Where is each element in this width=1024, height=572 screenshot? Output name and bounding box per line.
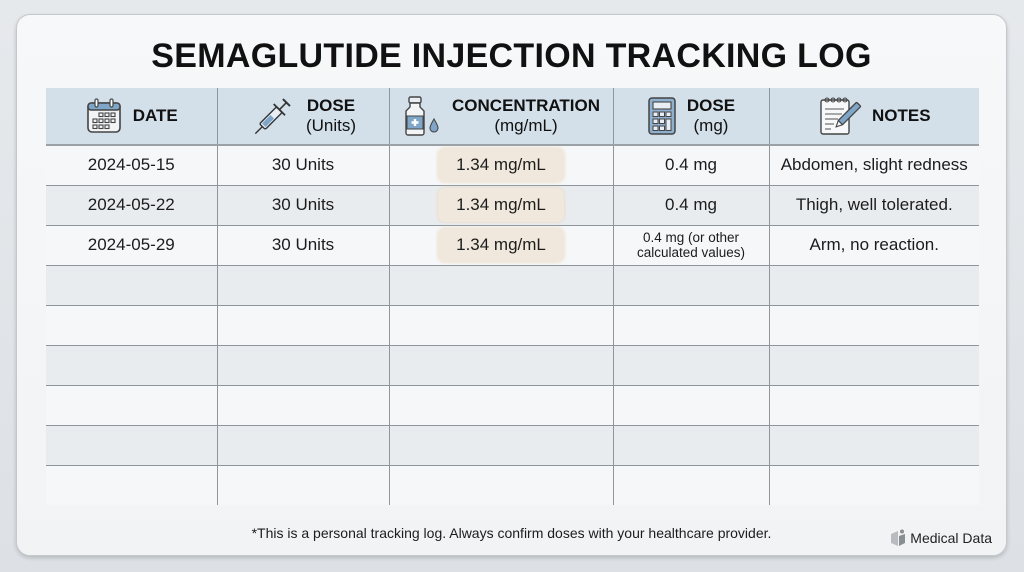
column-header-sublabel: (Units)	[305, 116, 357, 135]
page-title: SEMAGLUTIDE INJECTION TRACKING LOG	[151, 37, 872, 75]
empty-cell[interactable]	[612, 264, 769, 305]
empty-cell[interactable]	[46, 424, 217, 465]
cell-date[interactable]: 2024-05-15	[46, 144, 217, 185]
empty-table-row	[46, 424, 979, 465]
empty-cell[interactable]	[768, 424, 979, 465]
notepad-icon	[818, 95, 862, 137]
empty-table-row	[46, 464, 979, 505]
dose-mg-line-1: 0.4 mg (or other	[642, 230, 740, 245]
cell-dose-units[interactable]: 30 Units	[216, 144, 389, 185]
disclaimer-footnote: *This is a personal tracking log. Always…	[251, 525, 772, 541]
empty-cell[interactable]	[46, 464, 217, 505]
empty-cell[interactable]	[46, 344, 217, 385]
empty-cell[interactable]	[768, 344, 979, 385]
vial-icon	[402, 95, 442, 137]
column-header-concentration: CONCENTRATION (mg/mL)	[388, 88, 613, 146]
cell-notes[interactable]: Arm, no reaction.	[768, 224, 979, 265]
syringe-icon	[250, 94, 296, 138]
empty-cell[interactable]	[388, 264, 613, 305]
empty-cell[interactable]	[612, 464, 769, 505]
table-row: 2024-05-22 30 Units 1.34 mg/mL 0.4 mg Th…	[46, 184, 979, 225]
dose-mg-line-2: calculated values)	[636, 245, 746, 260]
concentration-pill: 1.34 mg/mL	[438, 148, 564, 183]
empty-cell[interactable]	[46, 264, 217, 305]
cell-date[interactable]: 2024-05-29	[46, 224, 217, 265]
calculator-icon	[647, 96, 677, 136]
empty-cell[interactable]	[768, 264, 979, 305]
medical-data-logo-icon	[890, 529, 906, 547]
column-header-label: DOSE	[306, 96, 356, 115]
column-header-sublabel: (mg/mL)	[494, 116, 558, 135]
column-header-label: NOTES	[871, 106, 931, 125]
column-header-label: DATE	[132, 106, 178, 125]
table-header-row: DATE	[46, 88, 979, 146]
concentration-pill: 1.34 mg/mL	[438, 228, 564, 262]
cell-dose-mg[interactable]: 0.4 mg (or other calculated values)	[612, 224, 769, 265]
empty-cell[interactable]	[216, 344, 389, 385]
empty-cell[interactable]	[612, 304, 769, 345]
cell-notes[interactable]: Abdomen, slight redness	[768, 144, 979, 185]
empty-cell[interactable]	[612, 384, 769, 425]
empty-cell[interactable]	[388, 464, 613, 505]
cell-dose-mg[interactable]: 0.4 mg	[612, 144, 769, 185]
column-header-dose-mg: DOSE (mg)	[612, 88, 769, 146]
empty-table-row	[46, 384, 979, 425]
column-header-sublabel: (mg)	[693, 116, 729, 135]
table-row: 2024-05-15 30 Units 1.34 mg/mL 0.4 mg Ab…	[46, 144, 979, 185]
empty-cell[interactable]	[612, 424, 769, 465]
brand-label: Medical Data	[910, 530, 992, 546]
column-header-label: CONCENTRATION	[452, 96, 600, 115]
empty-cell[interactable]	[768, 384, 979, 425]
column-header-dose-units: DOSE (Units)	[216, 88, 389, 146]
empty-cell[interactable]	[216, 304, 389, 345]
empty-cell[interactable]	[216, 424, 389, 465]
column-header-notes: NOTES	[768, 88, 979, 146]
empty-cell[interactable]	[768, 464, 979, 505]
tracking-table: DATE	[46, 88, 979, 505]
cell-concentration[interactable]: 1.34 mg/mL	[388, 224, 613, 265]
empty-cell[interactable]	[388, 344, 613, 385]
empty-table-row	[46, 304, 979, 345]
cell-dose-units[interactable]: 30 Units	[216, 224, 389, 265]
column-header-label: DOSE	[686, 96, 736, 115]
cell-dose-units[interactable]: 30 Units	[216, 184, 389, 225]
empty-cell[interactable]	[216, 264, 389, 305]
empty-cell[interactable]	[46, 384, 217, 425]
empty-cell[interactable]	[216, 384, 389, 425]
tracking-log-card: SEMAGLUTIDE INJECTION TRACKING LOG	[16, 14, 1007, 556]
empty-table-row	[46, 344, 979, 385]
table-row: 2024-05-29 30 Units 1.34 mg/mL 0.4 mg (o…	[46, 224, 979, 265]
cell-concentration[interactable]: 1.34 mg/mL	[388, 184, 613, 225]
cell-date[interactable]: 2024-05-22	[46, 184, 217, 225]
empty-cell[interactable]	[388, 384, 613, 425]
calendar-icon	[85, 97, 123, 135]
cell-concentration[interactable]: 1.34 mg/mL	[388, 144, 613, 185]
empty-cell[interactable]	[46, 304, 217, 345]
empty-cell[interactable]	[388, 304, 613, 345]
empty-cell[interactable]	[388, 424, 613, 465]
empty-cell[interactable]	[768, 304, 979, 345]
empty-cell[interactable]	[216, 464, 389, 505]
empty-table-row	[46, 264, 979, 305]
cell-dose-mg[interactable]: 0.4 mg	[612, 184, 769, 225]
column-header-date: DATE	[46, 88, 217, 146]
concentration-pill: 1.34 mg/mL	[438, 188, 564, 222]
cell-notes[interactable]: Thigh, well tolerated.	[768, 184, 979, 225]
empty-cell[interactable]	[612, 344, 769, 385]
brand-watermark: Medical Data	[890, 529, 992, 547]
